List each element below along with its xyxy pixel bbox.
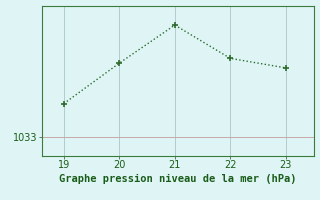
X-axis label: Graphe pression niveau de la mer (hPa): Graphe pression niveau de la mer (hPa) xyxy=(59,174,296,184)
